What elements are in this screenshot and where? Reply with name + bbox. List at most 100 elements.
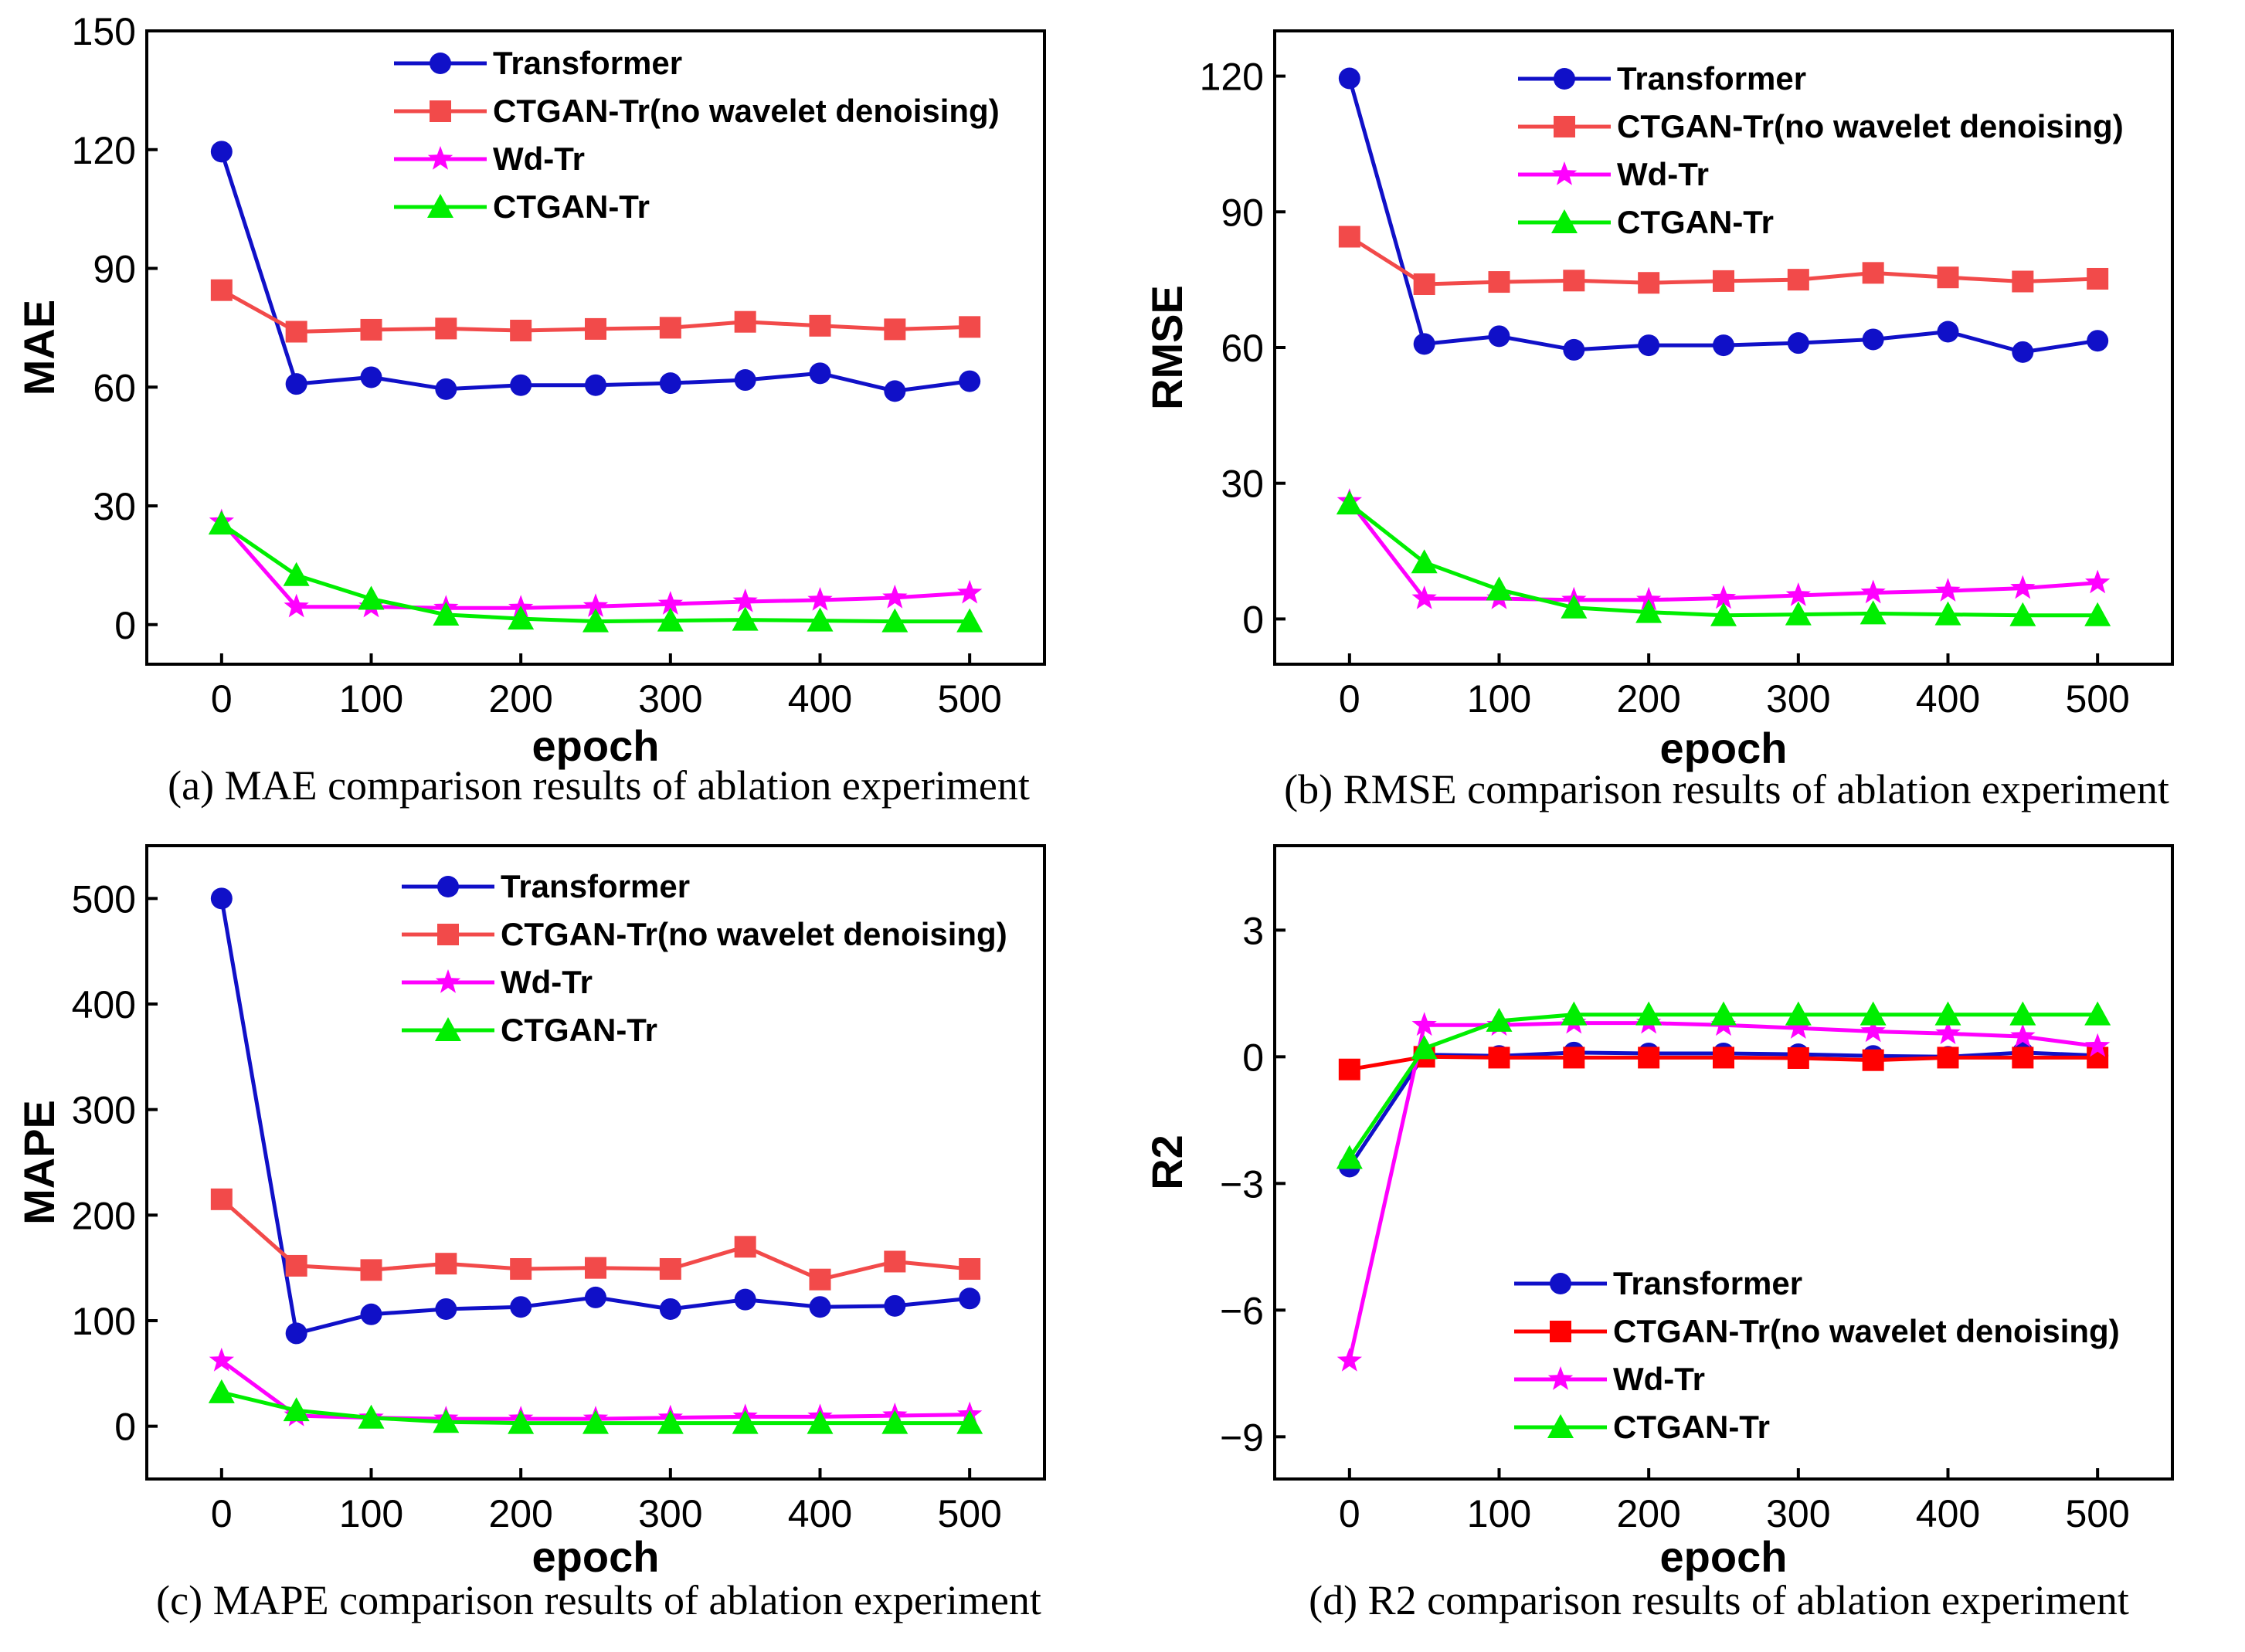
data-point	[734, 1288, 756, 1311]
y-tick-label: 300	[72, 1089, 136, 1132]
data-point	[435, 378, 457, 400]
data-point	[1860, 600, 1887, 625]
data-point	[208, 1379, 235, 1403]
data-point	[358, 585, 385, 610]
data-point	[1934, 601, 1961, 626]
data-point	[360, 366, 382, 388]
legend-item: CTGAN-Tr	[1518, 204, 1774, 240]
legend-marker	[427, 146, 453, 170]
y-tick-label: −9	[1220, 1416, 1264, 1459]
x-axis-title: epoch	[532, 1532, 660, 1581]
legend-item: CTGAN-Tr	[1514, 1409, 1770, 1445]
y-axis-title: R2	[1143, 1135, 1191, 1190]
x-axis-title: epoch	[532, 721, 660, 770]
legend-marker	[1550, 1273, 1571, 1294]
data-point	[360, 1303, 382, 1325]
series-CTGAN-Tr(no wavelet denoising)	[1338, 1046, 2109, 1080]
data-point	[508, 1409, 535, 1434]
data-point	[732, 1409, 759, 1434]
legend-label: Transformer	[1613, 1265, 1802, 1301]
series-Wd-Tr	[1336, 488, 2111, 611]
data-point	[360, 1259, 382, 1281]
data-point	[284, 593, 309, 618]
y-tick-label: 30	[1221, 463, 1264, 506]
x-tick-label: 400	[1916, 677, 1980, 721]
data-point	[210, 279, 233, 301]
x-tick-label: 300	[1766, 1492, 1830, 1535]
legend-item: Wd-Tr	[1514, 1361, 1705, 1397]
data-point	[582, 1409, 609, 1434]
data-point	[1336, 1347, 1362, 1372]
data-point	[1638, 1046, 1660, 1069]
series-line	[219, 151, 970, 393]
data-point	[1785, 1015, 1811, 1039]
x-tick-label: 300	[638, 1492, 702, 1535]
data-point	[1486, 1007, 1513, 1032]
x-tick-label: 0	[1339, 1492, 1360, 1535]
x-tick-label: 500	[937, 1492, 1001, 1535]
series-CTGAN-Tr(no wavelet denoising)	[210, 1188, 981, 1291]
data-point	[1710, 585, 1737, 609]
data-point	[1486, 576, 1513, 601]
x-tick-label: 400	[788, 1492, 852, 1535]
y-tick-label: 0	[114, 604, 136, 647]
legend-label: Transformer	[501, 868, 690, 904]
chart-panel-1: 0 100 200 300 400 500 0 30 60 90 120 epoch RMSE Trans…	[1143, 29, 2174, 812]
data-point	[208, 511, 235, 535]
x-tick-label: 400	[788, 677, 852, 721]
data-point	[1561, 594, 1588, 619]
data-point	[732, 606, 759, 631]
y-tick-label: −6	[1220, 1289, 1264, 1332]
data-point	[881, 1409, 909, 1434]
data-point	[1935, 1020, 1961, 1044]
x-tick-label: 200	[1616, 1492, 1680, 1535]
data-point	[585, 374, 606, 396]
legend-item: Wd-Tr	[402, 964, 593, 1000]
data-point	[582, 593, 609, 617]
data-point	[659, 317, 681, 339]
figure-caption: (b) RMSE comparison results of ablation …	[1284, 766, 2169, 812]
data-point	[435, 1253, 457, 1275]
data-point	[2084, 602, 2111, 626]
data-point	[283, 561, 310, 586]
data-point	[809, 314, 831, 337]
legend-item: CTGAN-Tr(no wavelet denoising)	[1518, 108, 2124, 144]
data-point	[360, 318, 382, 341]
legend-marker	[435, 969, 461, 993]
series-Transformer	[1338, 67, 2109, 363]
legend-marker	[430, 53, 451, 74]
legend-marker	[1551, 161, 1578, 185]
data-point	[1638, 272, 1660, 294]
figure-caption: (a) MAE comparison results of ablation e…	[168, 762, 1030, 809]
legend-label: CTGAN-Tr(no wavelet denoising)	[493, 93, 1000, 129]
data-point	[657, 607, 684, 632]
x-tick-label: 500	[937, 677, 1001, 721]
data-point	[283, 1397, 310, 1422]
x-tick-label: 100	[1467, 1492, 1531, 1535]
data-point	[433, 601, 460, 626]
data-point	[959, 316, 981, 338]
legend-label: CTGAN-Tr	[501, 1012, 657, 1048]
x-tick-label: 100	[1467, 677, 1531, 721]
chart-panel-3: 0 100 200 300 400 500 3 0 −3 −6 −9 epoch R2 Transform…	[1143, 844, 2174, 1623]
data-point	[1488, 271, 1510, 293]
data-point	[1561, 1001, 1588, 1026]
data-point	[734, 310, 756, 333]
legend-marker	[1547, 1366, 1574, 1390]
data-point	[1862, 328, 1884, 351]
y-tick-label: 90	[1221, 191, 1264, 234]
data-point	[1411, 585, 1437, 609]
data-point	[1713, 1046, 1734, 1069]
series-CTGAN-Tr(no wavelet denoising)	[210, 279, 981, 343]
data-point	[510, 1258, 532, 1281]
series-CTGAN-Tr	[1336, 490, 2111, 626]
legend-label: CTGAN-Tr(no wavelet denoising)	[501, 916, 1007, 952]
legend-marker	[430, 100, 451, 122]
y-tick-label: 30	[93, 485, 136, 528]
legend-item: Transformer	[402, 868, 690, 904]
data-point	[582, 608, 609, 633]
x-tick-label: 200	[488, 677, 552, 721]
legend-item: CTGAN-Tr	[402, 1012, 657, 1048]
data-point	[882, 584, 908, 609]
data-point	[1635, 599, 1663, 623]
